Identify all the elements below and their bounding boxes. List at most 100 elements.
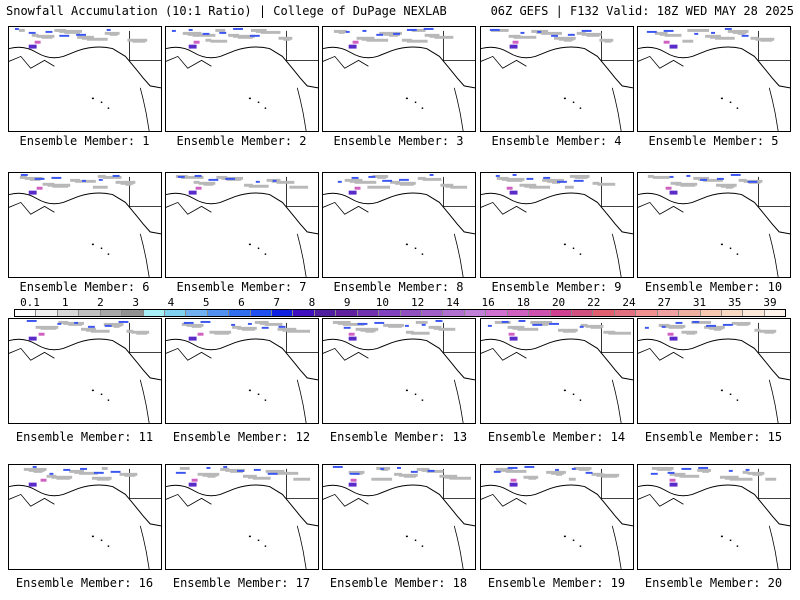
colorbar-segment [486,310,508,316]
ensemble-caption-18: Ensemble Member: 18 [329,576,468,590]
colorbar-segment [250,310,273,316]
ensemble-caption-14: Ensemble Member: 14 [487,430,626,444]
colorbar-label: 8 [308,296,316,309]
colorbar-segment [186,310,208,316]
colorbar-label: 10 [375,296,389,309]
ensemble-map-7 [165,172,319,278]
ensemble-map-20 [637,464,791,570]
ensemble-caption-16: Ensemble Member: 16 [15,576,154,590]
ensemble-map-17 [165,464,319,570]
ensemble-map-6 [8,172,162,278]
colorbar-segment [143,310,165,316]
ensemble-caption-3: Ensemble Member: 3 [333,134,464,148]
colorbar-label: 2 [97,296,104,309]
colorbar-label: 7 [273,296,280,309]
colorbar-label: 14 [446,296,460,309]
colorbar-segment [464,310,487,316]
colorbar-label: 1 [61,296,69,309]
colorbar-segment [207,310,230,316]
colorbar-label: 5 [202,296,210,309]
colorbar-label: 0.1 [20,296,40,309]
ensemble-map-4 [480,26,634,132]
colorbar-segment [36,310,58,316]
colorbar-segment [229,310,251,316]
colorbar-segment [721,310,744,316]
colorbar-segment [550,310,572,316]
colorbar-segment [122,310,144,316]
colorbar-label: 9 [343,296,351,309]
colorbar-label: 24 [622,296,636,309]
colorbar-segment [743,310,765,316]
colorbar-label: 4 [167,296,175,309]
colorbar-label: 27 [657,296,671,309]
colorbar-label: 3 [132,296,140,309]
ensemble-caption-10: Ensemble Member: 10 [644,280,783,294]
colorbar-label: 18 [516,296,530,309]
colorbar-segment [571,310,594,316]
colorbar-segment [272,310,294,316]
colorbar-label: 39 [763,296,777,309]
colorbar-segment [507,310,530,316]
colorbar-label: 12 [410,296,425,309]
colorbar-segment [314,310,337,316]
ensemble-caption-8: Ensemble Member: 8 [333,280,464,294]
colorbar-segment [679,310,701,316]
colorbar-segment [336,310,358,316]
colorbar-label: 20 [551,296,566,309]
ensemble-caption-9: Ensemble Member: 9 [491,280,622,294]
ensemble-map-5 [637,26,791,132]
ensemble-caption-4: Ensemble Member: 4 [491,134,622,148]
ensemble-caption-6: Ensemble Member: 6 [19,280,150,294]
valid-time: 06Z GEFS | F132 Valid: 18Z WED MAY 28 20… [490,4,794,18]
ensemble-map-3 [322,26,476,132]
ensemble-map-1 [8,26,162,132]
ensemble-map-9 [480,172,634,278]
colorbar-segment [657,310,680,316]
colorbar-segment [636,310,658,316]
colorbar-segment [593,310,615,316]
ensemble-map-10 [637,172,791,278]
ensemble-caption-19: Ensemble Member: 19 [487,576,626,590]
colorbar-segment [57,310,80,316]
colorbar-label: 35 [728,296,742,309]
colorbar-segment [293,310,315,316]
colorbar-segment [764,310,786,316]
ensemble-caption-20: Ensemble Member: 20 [644,576,783,590]
ensemble-map-11 [8,318,162,424]
colorbar-segment [400,310,423,316]
ensemble-map-19 [480,464,634,570]
colorbar-segment [15,310,37,316]
ensemble-map-2 [165,26,319,132]
ensemble-caption-15: Ensemble Member: 15 [644,430,783,444]
ensemble-map-14 [480,318,634,424]
colorbar-label: 22 [587,296,601,309]
ensemble-caption-12: Ensemble Member: 12 [172,430,311,444]
colorbar-segment [100,310,123,316]
ensemble-caption-17: Ensemble Member: 17 [172,576,311,590]
colorbar-segment [422,310,444,316]
ensemble-map-16 [8,464,162,570]
ensemble-caption-7: Ensemble Member: 7 [176,280,307,294]
colorbar-label: 6 [238,296,245,309]
ensemble-caption-1: Ensemble Member: 1 [19,134,150,148]
colorbar-segment [79,310,101,316]
ensemble-map-15 [637,318,791,424]
ensemble-caption-11: Ensemble Member: 11 [15,430,154,444]
ensemble-caption-13: Ensemble Member: 13 [329,430,468,444]
ensemble-map-12 [165,318,319,424]
colorbar-segment [614,310,637,316]
colorbar-segment [164,310,187,316]
colorbar-segment [379,310,401,316]
map-title: Snowfall Accumulation (10:1 Ratio) | Col… [6,4,447,18]
ensemble-caption-2: Ensemble Member: 2 [176,134,307,148]
colorbar-label: 31 [692,296,707,309]
colorbar-segment [443,310,465,316]
colorbar-segment [529,310,551,316]
ensemble-map-18 [322,464,476,570]
ensemble-map-8 [322,172,476,278]
colorbar [14,309,786,317]
ensemble-caption-5: Ensemble Member: 5 [648,134,779,148]
ensemble-map-13 [322,318,476,424]
colorbar-segment [357,310,380,316]
colorbar-segment [700,310,722,316]
